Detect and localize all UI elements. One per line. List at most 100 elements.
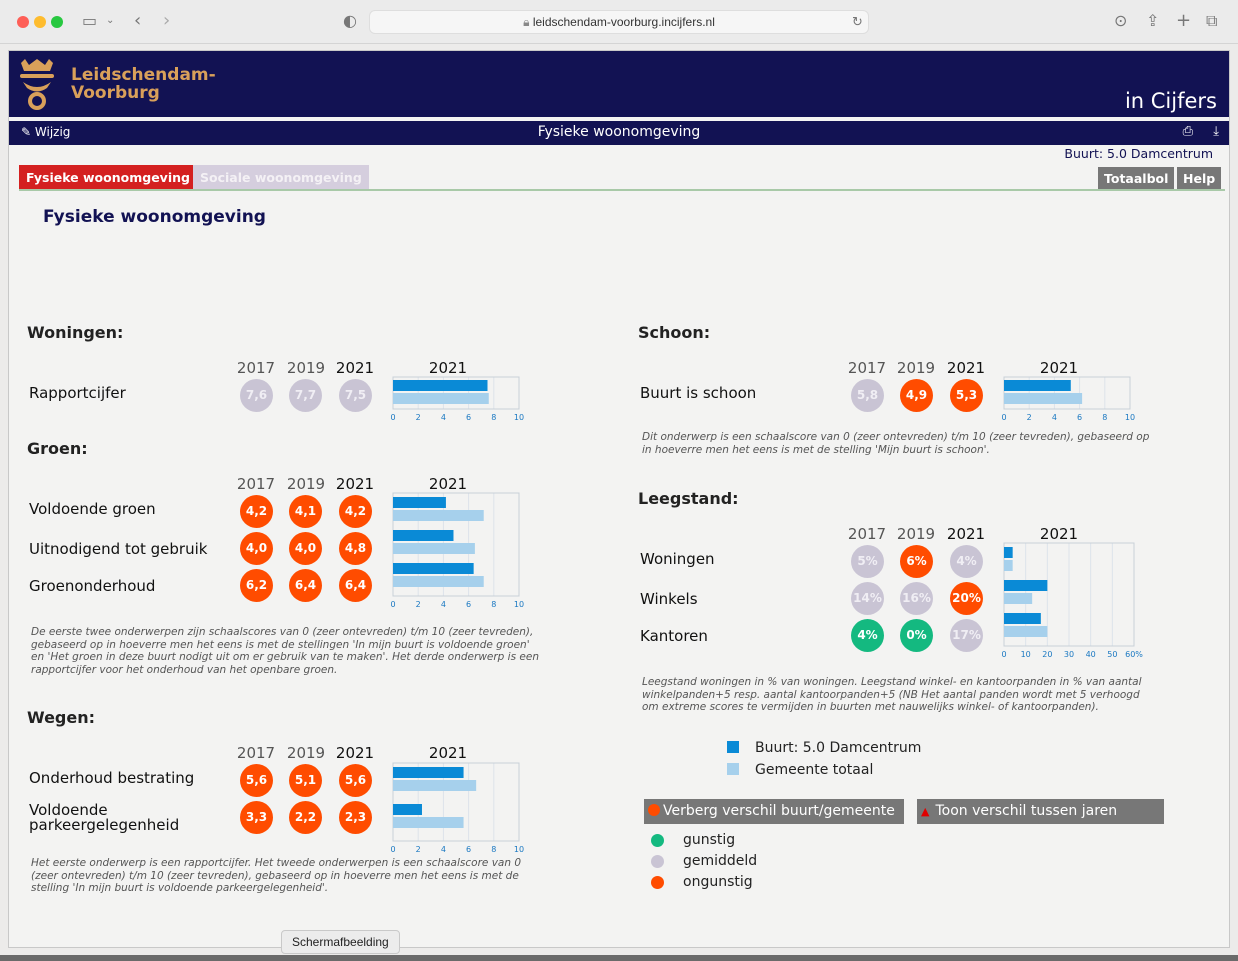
toggle-toon-verschil[interactable]: ▲ Toon verschil tussen jaren [917, 799, 1164, 824]
toggle-verberg-verschil[interactable]: Verberg verschil buurt/gemeente [644, 799, 904, 824]
bar-buurt [393, 380, 488, 391]
tab-overview-icon[interactable]: ⧉ [1206, 11, 1218, 30]
note-wegen: Het eerste onderwerp is een rapportcijfe… [31, 857, 522, 894]
bar-chart-schoon: 0 2 4 6 8 10 [1001, 376, 1135, 422]
tick-label: 6 [466, 845, 471, 854]
score-circle: 20% [950, 582, 983, 615]
tick-label: 8 [491, 600, 496, 609]
address-bar[interactable]: 🔒︎ leidschendam-voorburg.incijfers.nl [369, 10, 869, 34]
legend-swatch-buurt [727, 741, 739, 753]
tick-label: 50 [1107, 650, 1117, 659]
bar-buurt [393, 497, 446, 508]
bar-buurt [1004, 547, 1013, 558]
sidebar-icon[interactable]: ▭ [82, 11, 98, 30]
year-header: 2019 [896, 525, 936, 543]
row-label: Woningen [640, 550, 715, 568]
minimize-window-button[interactable] [34, 16, 46, 28]
tick-label: 10 [1125, 413, 1135, 422]
score-circle: 4,8 [339, 532, 372, 565]
score-circle: 7,5 [339, 379, 372, 412]
window-bottom-edge [0, 955, 1238, 961]
download-icon[interactable]: ⊙ [1114, 11, 1128, 30]
bar-buurt [393, 804, 422, 815]
tab-sociale-woonomgeving[interactable]: Sociale woonomgeving [193, 165, 369, 190]
year-header: 2017 [236, 744, 276, 762]
bar-gemeente [393, 780, 477, 791]
site-banner: Leidschendam- Voorburg in Cijfers [9, 51, 1229, 117]
tick-label: 6 [466, 413, 471, 422]
tick-label: 8 [491, 413, 496, 422]
section-title-leegstand: Leegstand: [638, 489, 739, 508]
bar-buurt [393, 530, 454, 541]
zoom-window-button[interactable] [51, 16, 63, 28]
bar-gemeente [1004, 560, 1013, 571]
score-circle: 5% [851, 545, 884, 578]
screenshot-tooltip: Schermafbeelding [281, 930, 400, 954]
score-circle: 14% [851, 582, 884, 615]
year-header: 2021 [335, 359, 375, 377]
brand-title: in Cijfers [1124, 89, 1217, 113]
title-bar: ✎ Wijzig Fysieke woonomgeving ⎙ ⤓ [9, 121, 1229, 145]
reload-icon[interactable]: ↻ [852, 15, 863, 30]
new-tab-icon[interactable]: + [1176, 10, 1192, 31]
row-label: Kantoren [640, 627, 708, 645]
score-circle: 4% [950, 545, 983, 578]
year-header: 2017 [847, 525, 887, 543]
score-circle: 4,2 [339, 495, 372, 528]
row-label: Voldoende parkeergelegenheid [29, 801, 180, 834]
legend-gunstig: gunstig [683, 832, 736, 848]
help-button[interactable]: Help [1177, 167, 1222, 190]
print-icon[interactable]: ⎙ [1182, 124, 1193, 139]
bar-buurt [1004, 613, 1041, 624]
share-icon[interactable]: ⇪ [1146, 11, 1160, 30]
legend-buurt: Buurt: 5.0 Damcentrum [755, 740, 922, 756]
tick-label: 4 [441, 845, 446, 854]
tick-label: 4 [441, 600, 446, 609]
chart-year-header: 2021 [428, 359, 468, 377]
tick-label: 0 [390, 845, 395, 854]
year-header: 2019 [286, 475, 326, 493]
legend-dot-ongunstig [651, 876, 664, 889]
score-circle: 6,2 [240, 569, 273, 602]
year-header: 2021 [335, 744, 375, 762]
edit-label: Wijzig [34, 125, 71, 139]
totaalbol-button[interactable]: Totaalbol [1098, 167, 1175, 190]
tick-label: 10 [1021, 650, 1031, 659]
score-circle: 4% [851, 619, 884, 652]
legend-swatch-gemeente [727, 763, 739, 775]
edit-link[interactable]: ✎ Wijzig [21, 125, 70, 139]
tick-label: 4 [1052, 413, 1057, 422]
section-title-woningen: Woningen: [27, 323, 124, 342]
year-header: 2017 [847, 359, 887, 377]
tab-fysieke-woonomgeving[interactable]: Fysieke woonomgeving [19, 165, 197, 190]
forward-icon[interactable]: › [163, 10, 171, 31]
section-title-schoon: Schoon: [638, 323, 711, 342]
tick-label: 40 [1086, 650, 1096, 659]
triangle-icon: ▲ [921, 805, 930, 818]
year-header: 2019 [286, 744, 326, 762]
year-header: 2019 [286, 359, 326, 377]
lock-icon: 🔒︎ [523, 15, 530, 29]
tick-label: 0 [1001, 650, 1006, 659]
back-icon[interactable]: ‹ [134, 10, 142, 31]
score-circle: 4,1 [289, 495, 322, 528]
bar-gemeente [1004, 593, 1033, 604]
main-title: Fysieke woonomgeving [43, 207, 266, 227]
note-leegstand: Leegstand woningen in % van woningen. Le… [642, 676, 1142, 713]
legend-gemeente: Gemeente totaal [755, 762, 874, 778]
score-circle: 6% [900, 545, 933, 578]
page: Leidschendam- Voorburg in Cijfers ✎ Wijz… [8, 50, 1230, 948]
tick-label: 10 [514, 413, 524, 422]
bar-chart-woningen: 0 2 4 6 8 10 [390, 376, 524, 422]
download-icon[interactable]: ⤓ [1213, 124, 1219, 139]
chevron-down-icon[interactable]: ⌄ [106, 15, 115, 26]
bar-chart-leegstand: 0 10 20 30 40 50 60% [1001, 542, 1143, 659]
close-window-button[interactable] [17, 16, 29, 28]
score-circle: 5,6 [339, 764, 372, 797]
note-schoon: Dit onderwerp is een schaalscore van 0 (… [642, 431, 1150, 456]
score-circle: 16% [900, 582, 933, 615]
shield-icon[interactable]: ◐ [343, 11, 357, 30]
tick-label: 0 [1001, 413, 1006, 422]
chart-year-header: 2021 [428, 744, 468, 762]
tick-label: 0 [390, 600, 395, 609]
